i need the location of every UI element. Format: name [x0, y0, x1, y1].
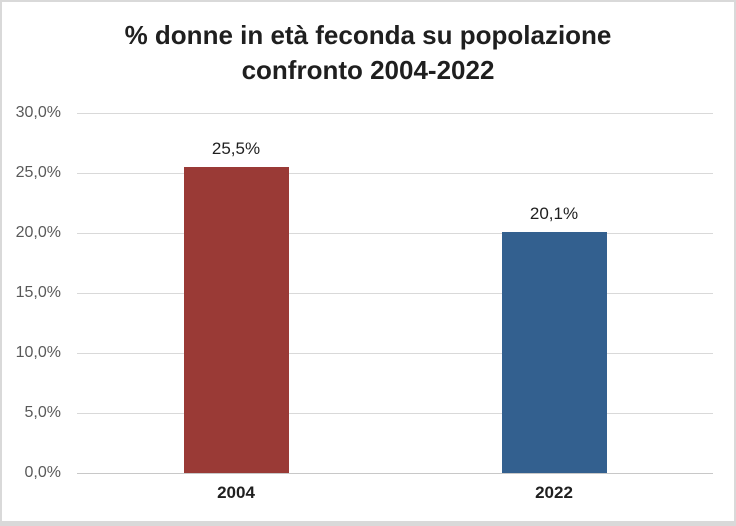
y-axis-tick-label: 15,0%	[15, 284, 61, 301]
bar-2022: 20,1%	[501, 205, 607, 473]
x-axis-label-2004: 2004	[217, 483, 255, 502]
chart-title-line1: % donne in età feconda su popolazione	[124, 20, 612, 50]
bar-slot-2004: 25,5%	[77, 113, 395, 473]
gridline	[77, 413, 713, 414]
y-axis-tick-label: 30,0%	[15, 104, 61, 121]
chart-title-line2: confronto 2004-2022	[241, 55, 495, 85]
bar-2004: 25,5%	[183, 140, 289, 473]
x-axis-line	[77, 473, 713, 474]
plot-area: 25,5% 20,1% 0,0% 5,0% 10,0% 15,0% 20,0% 25,0% 3…	[16, 105, 713, 481]
data-label-2022: 20,1%	[529, 203, 579, 223]
bars-row: 25,5% 20,1%	[77, 113, 713, 473]
x-axis-label-2022: 2022	[535, 483, 573, 502]
y-axis-tick-label: 5,0%	[24, 404, 61, 421]
gridline	[77, 173, 713, 174]
data-label-2004: 25,5%	[211, 139, 261, 158]
bar-slot-2022: 20,1%	[395, 113, 713, 473]
gridline	[77, 113, 713, 114]
y-axis-tick-label: 25,0%	[15, 164, 61, 181]
gridline	[77, 293, 713, 294]
y-axis-tick-label: 20,0%	[15, 224, 61, 241]
gridline	[77, 233, 713, 234]
chart-title: % donne in età feconda su popolazione co…	[2, 18, 734, 88]
y-axis-tick-label: 10,0%	[15, 344, 61, 361]
x-axis: 2004 2022	[77, 484, 713, 501]
gridline	[77, 353, 713, 354]
y-axis-tick-label: 0,0%	[24, 464, 61, 481]
